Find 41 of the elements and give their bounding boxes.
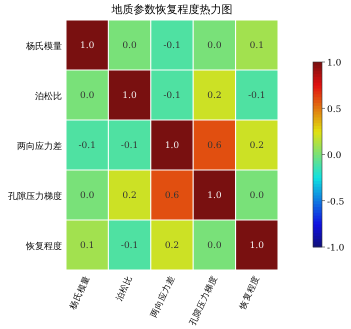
data-label: 1.0 xyxy=(250,241,264,251)
data-label: -0.1 xyxy=(120,141,138,151)
color-bar-label: -0.5 xyxy=(327,197,345,208)
y-tick-label: 恢复程度 xyxy=(25,241,62,252)
chart-title: 地质参数恢复程度热力图 xyxy=(110,3,232,16)
data-label: 0.2 xyxy=(207,91,222,101)
data-label: 1.0 xyxy=(207,191,222,201)
x-tick-label: 恢复程度 xyxy=(236,274,262,312)
x-tick-label: 杨氏模量 xyxy=(67,274,93,312)
data-label: -0.1 xyxy=(163,91,181,101)
y-tick-label: 泊松比 xyxy=(35,91,62,102)
data-label: 0.1 xyxy=(80,241,94,251)
data-label: 0.1 xyxy=(250,41,264,51)
data-label: 0.0 xyxy=(80,91,95,101)
data-label: 0.0 xyxy=(80,191,95,201)
data-label: -0.1 xyxy=(248,91,266,101)
color-bar-label: 0.5 xyxy=(327,104,342,115)
y-tick-label: 杨氏模量 xyxy=(25,41,62,52)
data-label: 0.6 xyxy=(164,191,180,201)
color-bar-label: 1.0 xyxy=(327,58,342,68)
data-label: -0.1 xyxy=(120,241,138,251)
x-tick-label: 泊松比 xyxy=(114,274,136,303)
data-label: 0.0 xyxy=(207,241,222,251)
x-tick-label: 孔隙压力梯度 xyxy=(187,274,220,328)
y-tick-label: 两向应力差 xyxy=(17,141,62,152)
data-label: 0.6 xyxy=(207,141,222,151)
y-tick-label: 孔隙压力梯度 xyxy=(8,191,62,202)
color-bar-label: -1.0 xyxy=(327,244,345,254)
data-label: 1.0 xyxy=(80,41,95,51)
data-label: 0.2 xyxy=(164,241,180,251)
data-label: 0.0 xyxy=(250,191,264,201)
data-label: -0.1 xyxy=(163,41,181,51)
data-label: 0.2 xyxy=(250,141,264,151)
data-label: 0.0 xyxy=(122,41,138,51)
data-label: 1.0 xyxy=(164,141,180,151)
data-label: -0.1 xyxy=(78,141,96,151)
data-label: 0.2 xyxy=(122,191,137,201)
data-label: 1.0 xyxy=(122,91,138,101)
color-bar-label: 0.0 xyxy=(327,151,342,161)
data-label: 0.0 xyxy=(207,41,222,51)
x-tick-label: 两向应力差 xyxy=(148,274,178,320)
